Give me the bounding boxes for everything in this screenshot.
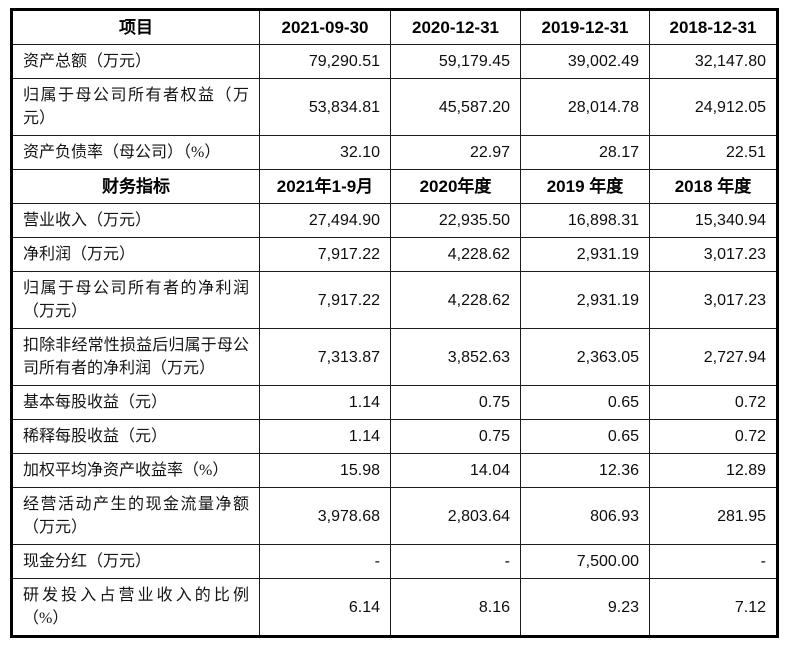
col-header-period: 2018-12-31: [649, 9, 778, 45]
row-label: 资产负债率（母公司）（%）: [11, 135, 260, 170]
financial-summary-table: 项目 2021-09-30 2020-12-31 2019-12-31 2018…: [10, 8, 779, 638]
value-cell: 7,917.22: [259, 271, 391, 329]
value-cell: 1.14: [259, 385, 391, 420]
table-row-cash-dividend: 现金分红（万元） - - 7,500.00 -: [11, 544, 778, 579]
table-row-deducted-net-profit: 扣除非经常性损益后归属于母公司所有者的净利润（万元） 7,313.87 3,85…: [11, 328, 778, 386]
value-cell: 2,931.19: [520, 237, 650, 272]
table-row-total-assets: 资产总额（万元） 79,290.51 59,179.45 39,002.49 3…: [11, 44, 778, 79]
value-cell: 1.14: [259, 419, 391, 454]
col-header-period: 2020年度: [390, 169, 521, 204]
value-cell: 24,912.05: [649, 78, 778, 136]
table-row-parent-net-profit: 归属于母公司所有者的净利润（万元） 7,917.22 4,228.62 2,93…: [11, 271, 778, 329]
col-header-indicator: 财务指标: [11, 169, 260, 204]
value-cell: 53,834.81: [259, 78, 391, 136]
row-label: 净利润（万元）: [11, 237, 260, 272]
value-cell: 39,002.49: [520, 44, 650, 79]
value-cell: 7,917.22: [259, 237, 391, 272]
col-header-period: 2019-12-31: [520, 9, 650, 45]
value-cell: 22.97: [390, 135, 521, 170]
table-mid-header-row: 财务指标 2021年1-9月 2020年度 2019 年度 2018 年度: [11, 169, 778, 204]
table-row-revenue: 营业收入（万元） 27,494.90 22,935.50 16,898.31 1…: [11, 203, 778, 238]
row-label: 稀释每股收益（元）: [11, 419, 260, 454]
value-cell: 12.89: [649, 453, 778, 488]
row-label: 研发投入占营业收入的比例（%）: [11, 578, 260, 637]
col-header-period: 2021年1-9月: [259, 169, 391, 204]
value-cell: 3,017.23: [649, 237, 778, 272]
value-cell: 28.17: [520, 135, 650, 170]
value-cell: 6.14: [259, 578, 391, 637]
row-label: 资产总额（万元）: [11, 44, 260, 79]
col-header-period: 2019 年度: [520, 169, 650, 204]
col-header-period: 2021-09-30: [259, 9, 391, 45]
value-cell: 79,290.51: [259, 44, 391, 79]
value-cell: 2,803.64: [390, 487, 521, 545]
value-cell: 12.36: [520, 453, 650, 488]
value-cell: 15,340.94: [649, 203, 778, 238]
value-cell: 27,494.90: [259, 203, 391, 238]
value-cell: -: [259, 544, 391, 579]
value-cell: 0.75: [390, 385, 521, 420]
value-cell: 15.98: [259, 453, 391, 488]
value-cell: 3,978.68: [259, 487, 391, 545]
value-cell: 2,727.94: [649, 328, 778, 386]
table-row-debt-ratio: 资产负债率（母公司）（%） 32.10 22.97 28.17 22.51: [11, 135, 778, 170]
value-cell: 281.95: [649, 487, 778, 545]
value-cell: 0.75: [390, 419, 521, 454]
value-cell: 4,228.62: [390, 271, 521, 329]
row-label: 基本每股收益（元）: [11, 385, 260, 420]
value-cell: 7,313.87: [259, 328, 391, 386]
value-cell: 16,898.31: [520, 203, 650, 238]
row-label: 现金分红（万元）: [11, 544, 260, 579]
value-cell: 9.23: [520, 578, 650, 637]
value-cell: 2,363.05: [520, 328, 650, 386]
row-label: 加权平均净资产收益率（%）: [11, 453, 260, 488]
row-label: 扣除非经常性损益后归属于母公司所有者的净利润（万元）: [11, 328, 260, 386]
col-header-period: 2018 年度: [649, 169, 778, 204]
col-header-item: 项目: [11, 9, 260, 45]
value-cell: 8.16: [390, 578, 521, 637]
value-cell: 32.10: [259, 135, 391, 170]
value-cell: 806.93: [520, 487, 650, 545]
value-cell: 45,587.20: [390, 78, 521, 136]
table-row-basic-eps: 基本每股收益（元） 1.14 0.75 0.65 0.72: [11, 385, 778, 420]
value-cell: -: [649, 544, 778, 579]
value-cell: 0.65: [520, 385, 650, 420]
value-cell: 59,179.45: [390, 44, 521, 79]
value-cell: 22,935.50: [390, 203, 521, 238]
value-cell: 28,014.78: [520, 78, 650, 136]
value-cell: 0.72: [649, 419, 778, 454]
row-label: 归属于母公司所有者的净利润（万元）: [11, 271, 260, 329]
value-cell: 3,017.23: [649, 271, 778, 329]
value-cell: 0.65: [520, 419, 650, 454]
value-cell: 7,500.00: [520, 544, 650, 579]
value-cell: 14.04: [390, 453, 521, 488]
col-header-period: 2020-12-31: [390, 9, 521, 45]
table-header-row: 项目 2021-09-30 2020-12-31 2019-12-31 2018…: [11, 9, 778, 45]
table-row-parent-equity: 归属于母公司所有者权益（万元） 53,834.81 45,587.20 28,0…: [11, 78, 778, 136]
row-label: 营业收入（万元）: [11, 203, 260, 238]
value-cell: 22.51: [649, 135, 778, 170]
table-row-operating-cashflow: 经营活动产生的现金流量净额（万元） 3,978.68 2,803.64 806.…: [11, 487, 778, 545]
table-row-rd-ratio: 研发投入占营业收入的比例（%） 6.14 8.16 9.23 7.12: [11, 578, 778, 637]
value-cell: 3,852.63: [390, 328, 521, 386]
value-cell: 4,228.62: [390, 237, 521, 272]
row-label: 经营活动产生的现金流量净额（万元）: [11, 487, 260, 545]
value-cell: 32,147.80: [649, 44, 778, 79]
value-cell: -: [390, 544, 521, 579]
table-row-weighted-roe: 加权平均净资产收益率（%） 15.98 14.04 12.36 12.89: [11, 453, 778, 488]
table-row-diluted-eps: 稀释每股收益（元） 1.14 0.75 0.65 0.72: [11, 419, 778, 454]
value-cell: 7.12: [649, 578, 778, 637]
value-cell: 2,931.19: [520, 271, 650, 329]
table-row-net-profit: 净利润（万元） 7,917.22 4,228.62 2,931.19 3,017…: [11, 237, 778, 272]
value-cell: 0.72: [649, 385, 778, 420]
row-label: 归属于母公司所有者权益（万元）: [11, 78, 260, 136]
